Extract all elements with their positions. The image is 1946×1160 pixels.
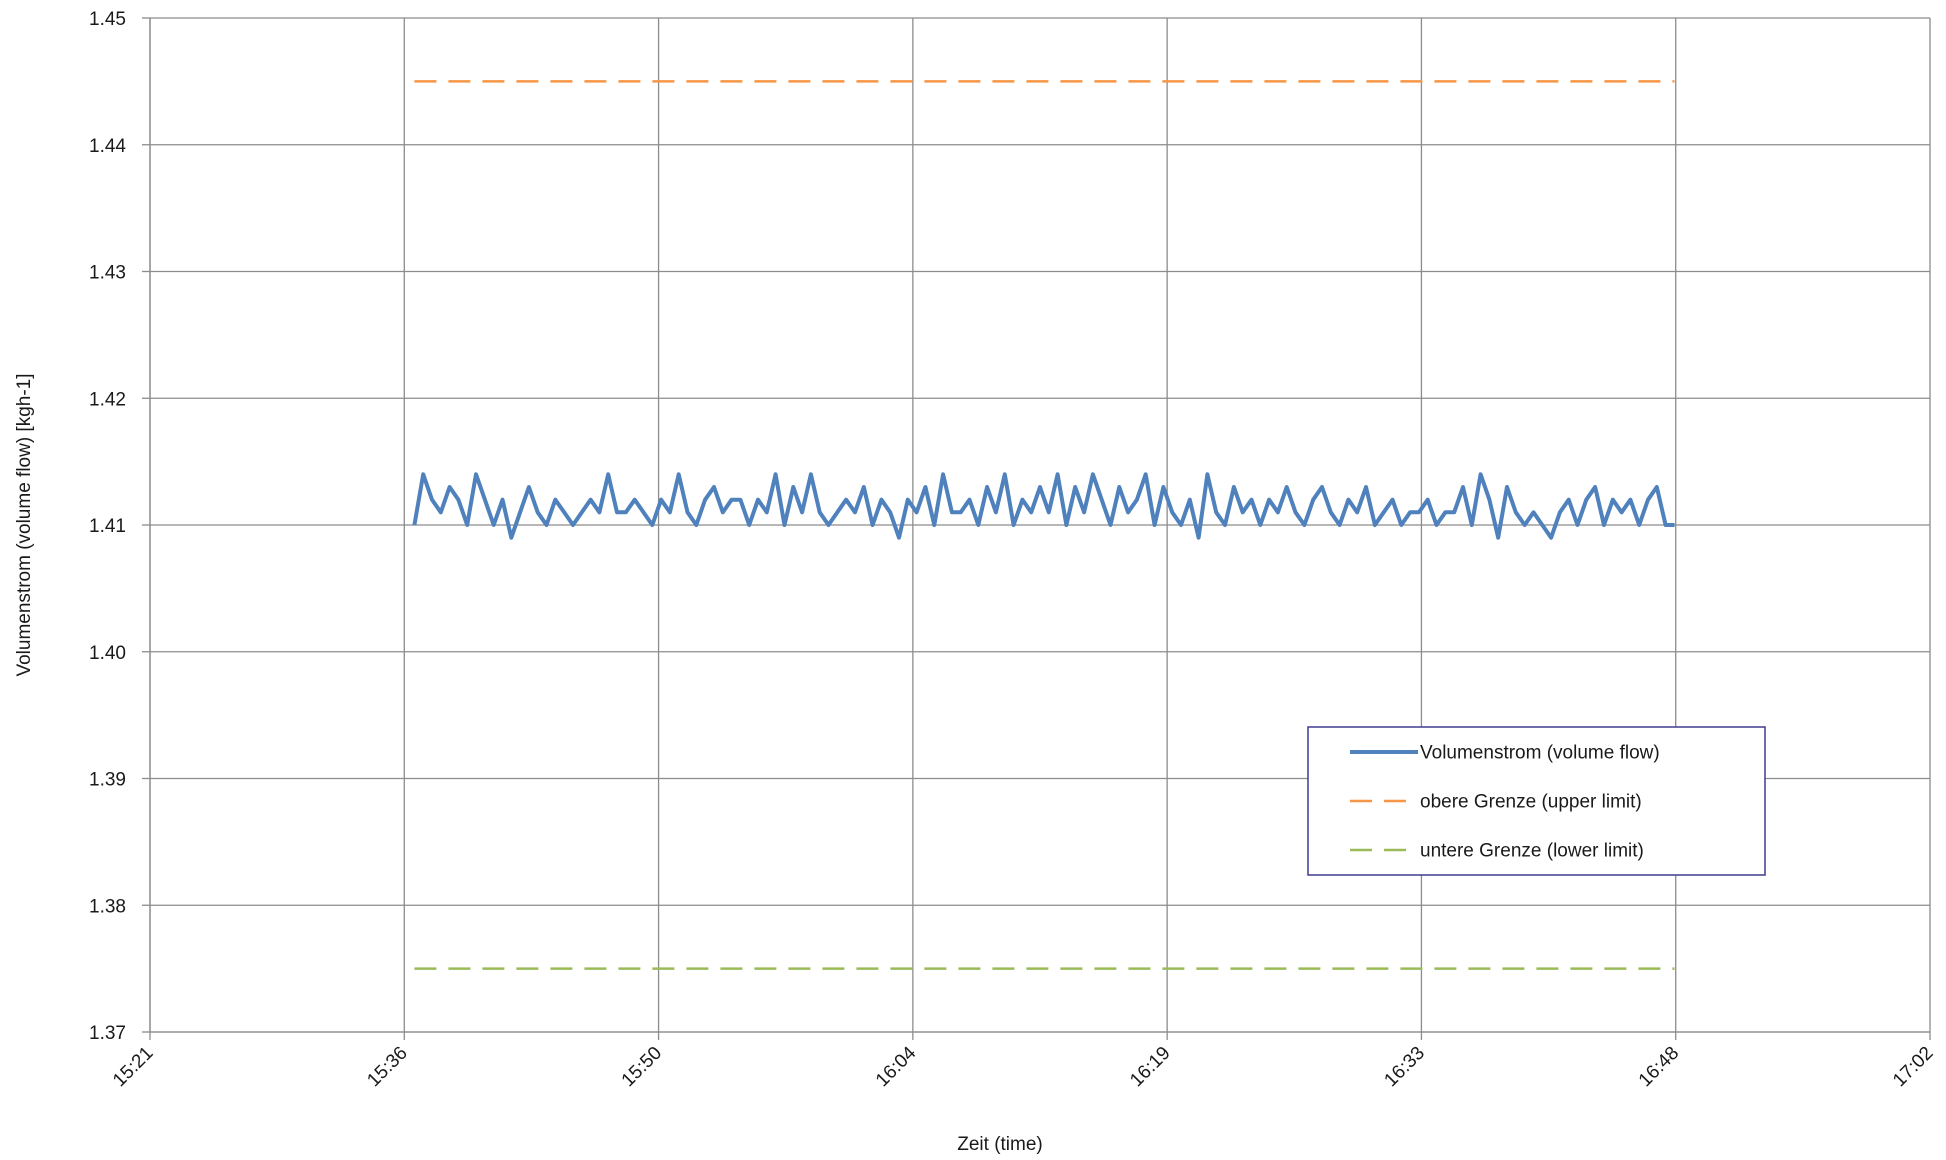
series-volume-flow xyxy=(412,472,1675,540)
y-tick-label: 1.37 xyxy=(89,1023,126,1044)
y-tick-label: 1.45 xyxy=(89,9,126,30)
legend: Volumenstrom (volume flow) obere Grenze … xyxy=(1307,726,1766,876)
y-tick-label: 1.38 xyxy=(89,896,126,917)
y-axis-label: Volumenstrom (volume flow) [kgh-1] xyxy=(14,373,35,676)
gridlines xyxy=(149,17,1931,1033)
y-tick-label: 1.42 xyxy=(89,389,126,410)
y-tick-label: 1.44 xyxy=(89,136,126,157)
x-tick-label: 15:36 xyxy=(363,1043,411,1091)
axes: 1.37 1.38 1.39 1.40 1.41 1.42 1.43 1.44 1.45 15:2… xyxy=(14,9,1938,1155)
x-tick-label: 16:19 xyxy=(1126,1043,1174,1091)
y-tick-label: 1.43 xyxy=(89,263,126,284)
x-axis-label: Zeit (time) xyxy=(957,1134,1043,1155)
x-tick-label: 17:02 xyxy=(1889,1043,1937,1091)
x-tick-label: 15:50 xyxy=(618,1043,666,1091)
legend-label-volume-flow: Volumenstrom (volume flow) xyxy=(1420,743,1660,764)
x-tick-label: 15:21 xyxy=(109,1043,157,1091)
y-tick-label: 1.41 xyxy=(89,516,126,537)
series-layer xyxy=(412,80,1675,970)
x-tick-label: 16:33 xyxy=(1380,1043,1428,1091)
x-tick-label: 16:04 xyxy=(872,1042,921,1091)
legend-label-lower-limit: untere Grenze (lower limit) xyxy=(1420,841,1644,862)
y-tick-label: 1.39 xyxy=(89,770,126,791)
y-tick-label: 1.40 xyxy=(89,643,126,664)
legend-label-upper-limit: obere Grenze (upper limit) xyxy=(1420,792,1642,813)
x-tick-label: 16:48 xyxy=(1635,1043,1683,1091)
